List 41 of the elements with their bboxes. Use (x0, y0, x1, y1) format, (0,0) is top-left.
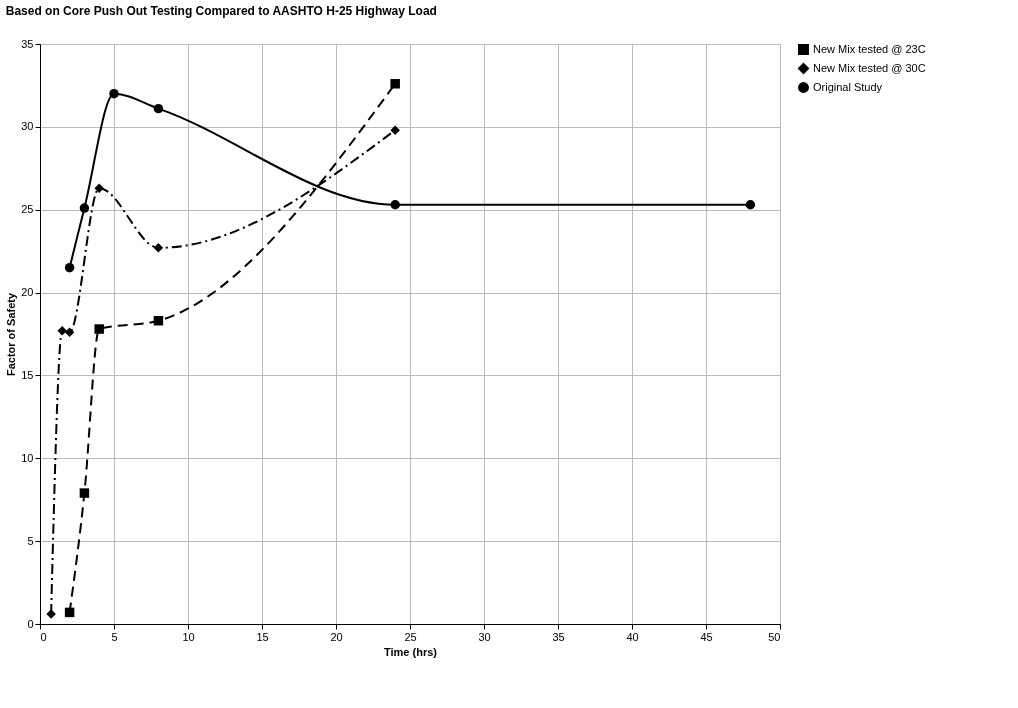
x-tick-label: 0 (40, 630, 47, 643)
legend-label: New Mix tested @ 30C (813, 61, 926, 74)
chart-title: Based on Core Push Out Testing Compared to AASHTO H-25 Highway Load (5, 4, 437, 18)
x-tick-label: 5 (111, 630, 118, 643)
point (64, 607, 75, 618)
y-tick-label: 15 (21, 368, 34, 381)
y-tick-label: 5 (27, 534, 34, 547)
legend-label: New Mix tested @ 23C (813, 42, 926, 55)
point (390, 200, 400, 210)
point (94, 183, 104, 193)
point (57, 325, 67, 336)
x-tick-label: 10 (182, 630, 195, 643)
y-tick-label: 10 (21, 451, 34, 464)
x-tick-label: 30 (478, 630, 491, 643)
x-tick-label: 25 (404, 630, 417, 643)
point (64, 327, 75, 338)
x-tick-label: 40 (626, 630, 639, 643)
y-axis-title: Factor of Safety (5, 292, 18, 377)
y-tick-label: 25 (21, 203, 34, 216)
x-tick-label: 50 (768, 630, 781, 643)
y-tick-label: 35 (21, 37, 34, 50)
point (745, 200, 756, 210)
point (153, 316, 164, 326)
point (64, 262, 75, 273)
legend-label: Original Study (813, 80, 883, 93)
point (390, 125, 400, 135)
point (109, 88, 119, 99)
y-tick-label: 20 (21, 286, 34, 299)
point (390, 79, 400, 89)
point (153, 103, 164, 114)
point (153, 243, 164, 253)
x-tick-label: 20 (330, 630, 343, 643)
x-axis-title: Time (hrs) (384, 645, 438, 658)
x-tick-label: 35 (552, 630, 565, 643)
point (94, 324, 104, 334)
point (79, 488, 90, 498)
y-tick-label: 30 (21, 120, 34, 133)
y-tick-label: 0 (27, 617, 34, 630)
x-tick-label: 45 (700, 630, 713, 643)
x-tick-label: 15 (256, 630, 269, 643)
point (79, 203, 90, 213)
